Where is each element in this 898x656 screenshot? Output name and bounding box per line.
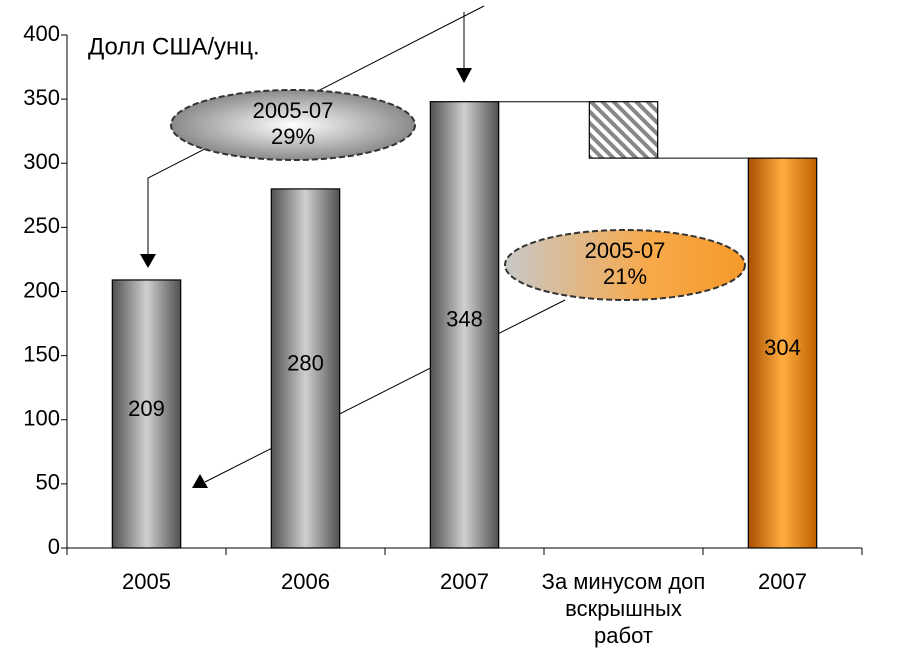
y-tick-label: 150: [23, 341, 60, 366]
y-tick-label: 200: [23, 277, 60, 302]
data-label: 209: [128, 396, 165, 421]
x-tick-label: 2005: [122, 569, 171, 594]
x-tick-label: 2007: [440, 569, 489, 594]
axis-label: Долл США/унц.: [88, 33, 260, 60]
annotation-text: 2005-07: [253, 98, 334, 123]
data-label: 304: [764, 335, 801, 360]
annotation-bubble: [504, 229, 746, 301]
x-tick-label: 2006: [281, 569, 330, 594]
y-tick-label: 300: [23, 149, 60, 174]
bar: [111, 279, 182, 549]
annotation-text: 2005-07: [585, 238, 666, 263]
x-tick-label: За минусом доп вскрышных работ: [541, 569, 706, 648]
bar: [270, 188, 341, 549]
bar: [429, 101, 500, 549]
y-tick-label: 50: [36, 470, 60, 495]
y-tick-label: 100: [23, 406, 60, 431]
annotation-text: 21%: [603, 264, 647, 289]
y-tick-label: 0: [48, 534, 60, 559]
data-label: 348: [446, 307, 483, 332]
annotation-bubble: [170, 89, 416, 161]
x-tick-label: 2007: [758, 569, 807, 594]
bar: [747, 157, 818, 549]
y-tick-label: 350: [23, 85, 60, 110]
annotation-text: 29%: [271, 124, 315, 149]
y-tick-label: 250: [23, 213, 60, 238]
y-tick-label: 400: [23, 21, 60, 46]
bar: [588, 101, 659, 159]
data-label: 280: [287, 350, 324, 375]
